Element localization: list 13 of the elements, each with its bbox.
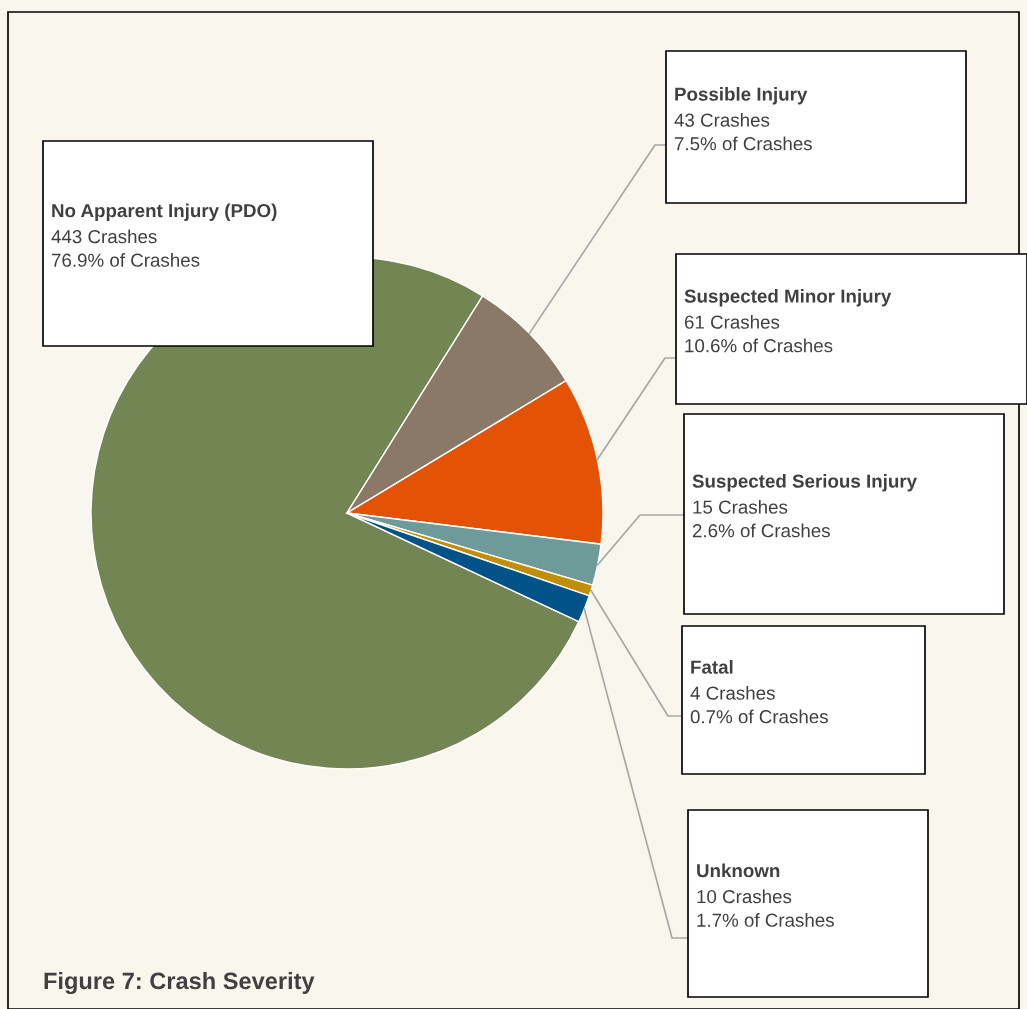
slice-label: Fatal bbox=[691, 660, 733, 674]
slice-label: No Apparent Injury (PDO) bbox=[52, 203, 277, 221]
data-label: 4 Crashes 0.7% of Crashes bbox=[690, 686, 828, 724]
slice-label: Possible Injury bbox=[675, 87, 808, 105]
data-label: 15 Crashes 2.6% of Crashes bbox=[692, 500, 830, 538]
data-label: 10 Crashes 1.7% of Crashes bbox=[697, 889, 834, 927]
slice-label: Suspected Serious Injury bbox=[692, 474, 917, 492]
text: Figure 7: Crash Severity bbox=[44, 971, 315, 995]
data-label: 43 Crashes 7.5% of Crashes bbox=[674, 113, 812, 151]
slice-label: Suspected Minor Injury bbox=[684, 289, 892, 307]
slice-label: Unknown bbox=[697, 863, 780, 878]
data-label: 443 Crashes 76.9% of Crashes bbox=[51, 229, 200, 267]
data-label: 61 Crashes 10.6% of Crashes bbox=[684, 315, 833, 353]
